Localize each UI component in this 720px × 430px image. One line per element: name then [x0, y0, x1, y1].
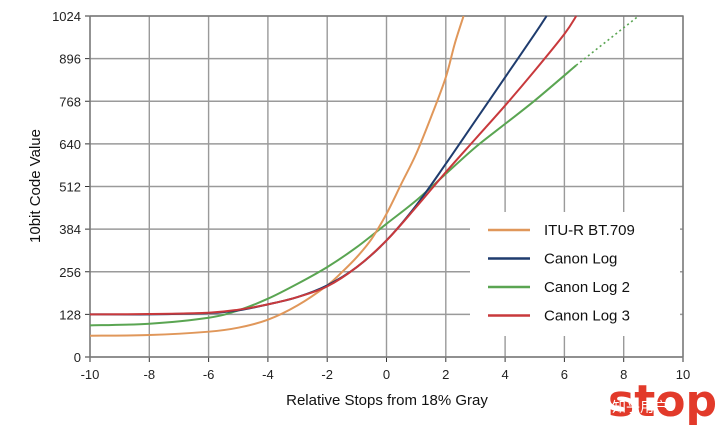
watermark: stop 知乎用户	[608, 376, 717, 427]
legend-label-itu-r-bt-709: ITU-R BT.709	[544, 222, 635, 239]
y-tick-label: 640	[59, 137, 81, 152]
watermark-stop: stop	[608, 376, 717, 427]
x-axis-label: Relative Stops from 18% Gray	[286, 392, 488, 409]
series-layer	[90, 15, 640, 337]
y-tick-label: 512	[59, 180, 81, 195]
x-tick-label: -4	[262, 367, 274, 382]
y-tick-label: 256	[59, 265, 81, 280]
legend-label-canon-log-3: Canon Log 3	[544, 308, 630, 325]
series-line-canon-log-3	[90, 15, 578, 316]
x-tick-label: 2	[442, 367, 449, 382]
x-tick-label: 8	[620, 367, 627, 382]
y-tick-label: 0	[74, 350, 81, 365]
x-tick-label: -6	[203, 367, 215, 382]
x-tick-label: 4	[501, 367, 508, 382]
y-tick-label: 384	[59, 222, 81, 237]
x-tick-label: 10	[676, 367, 690, 382]
watermark-user: 知乎用户	[612, 399, 668, 416]
y-axis-label: 10bit Code Value	[27, 129, 44, 243]
x-tick-label: -10	[81, 367, 100, 382]
x-tick-label: -8	[144, 367, 156, 382]
plot-border	[89, 15, 684, 358]
series-line-canon-log-2	[90, 64, 577, 327]
x-tick-label: -2	[321, 367, 333, 382]
series-extension-canon-log-2	[575, 15, 640, 66]
y-tick-label: 768	[59, 94, 81, 109]
tick-labels: -10 -8 -6 -4 -2 0 2 4 6 8 10 0 128 256 384 512 640 768 896…	[52, 9, 690, 382]
y-tick-label: 128	[59, 307, 81, 322]
legend: ITU-R BT.709 Canon Log Canon Log 2 Canon Lo…	[470, 212, 680, 336]
legend-label-canon-log: Canon Log	[544, 251, 617, 268]
y-tick-label: 1024	[52, 9, 81, 24]
series-line-itu-r-bt-709	[90, 15, 465, 337]
x-tick-label: 6	[561, 367, 568, 382]
x-tick-label: 0	[383, 367, 390, 382]
legend-label-canon-log-2: Canon Log 2	[544, 279, 630, 296]
y-tick-label: 896	[59, 52, 81, 67]
